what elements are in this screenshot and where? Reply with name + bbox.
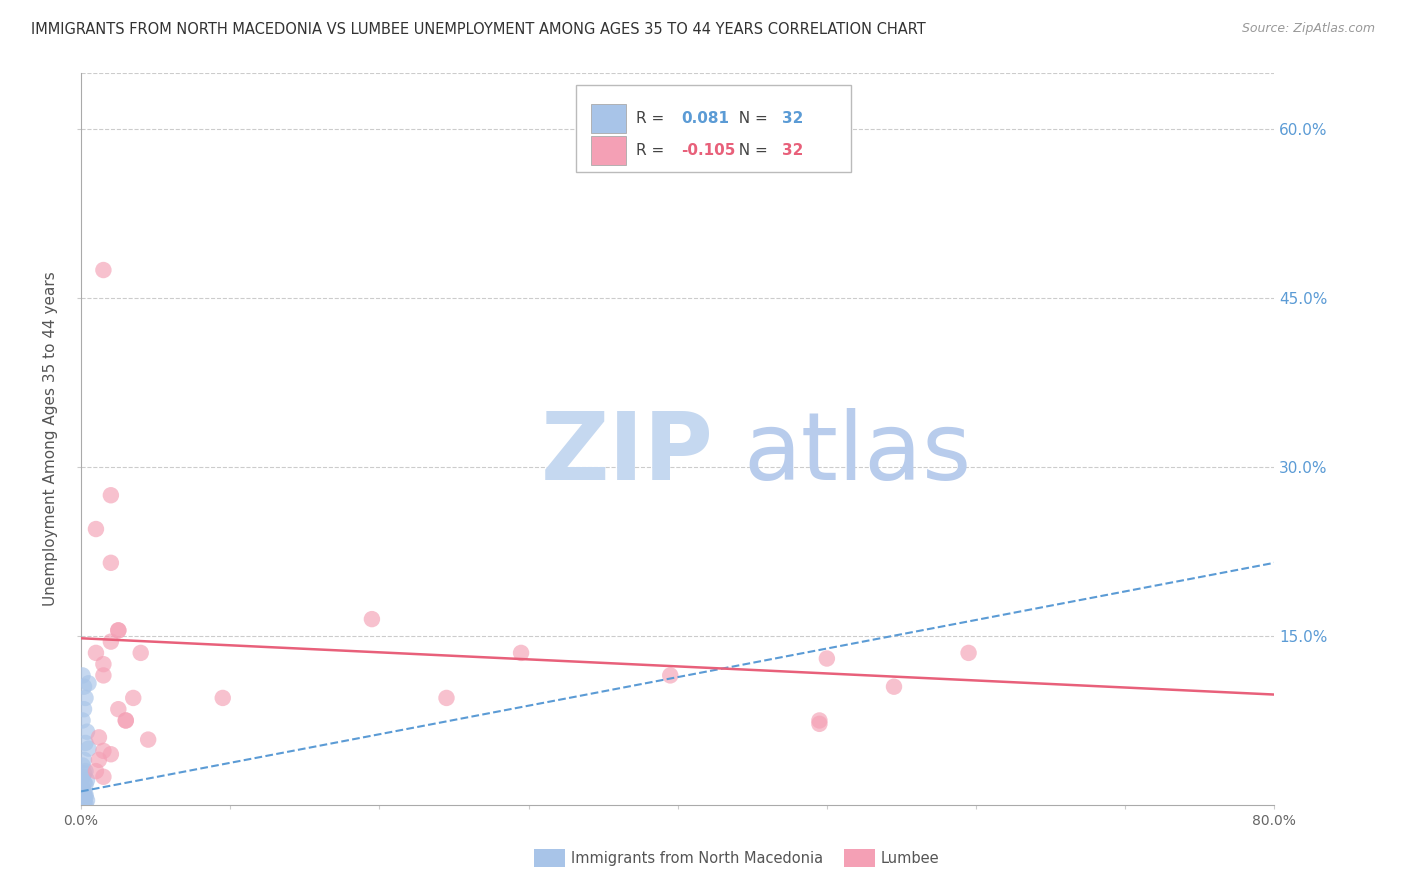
Point	[808, 716, 831, 731]
Point	[93, 744, 115, 758]
Text: 32: 32	[782, 111, 803, 126]
Text: Lumbee: Lumbee	[880, 851, 939, 865]
Point	[122, 690, 145, 705]
Point	[114, 714, 136, 728]
Point	[136, 732, 159, 747]
Point	[73, 766, 96, 780]
Point	[72, 791, 94, 805]
Point	[84, 764, 107, 778]
Point	[808, 714, 831, 728]
Point	[211, 690, 233, 705]
Point	[73, 775, 96, 789]
Point	[77, 676, 100, 690]
FancyBboxPatch shape	[591, 136, 627, 165]
Point	[815, 651, 838, 665]
Point	[883, 680, 905, 694]
Point	[129, 646, 152, 660]
Text: R =: R =	[636, 143, 669, 158]
Point	[72, 795, 94, 809]
Point	[73, 797, 96, 811]
Point	[84, 522, 107, 536]
Point	[72, 780, 94, 795]
Point	[73, 680, 96, 694]
Point	[72, 789, 94, 803]
Point	[73, 784, 96, 798]
Point	[436, 690, 458, 705]
Point	[73, 787, 96, 801]
Point	[84, 646, 107, 660]
Text: ZIP: ZIP	[540, 408, 713, 500]
Point	[72, 758, 94, 772]
Point	[76, 724, 98, 739]
Point	[75, 764, 97, 778]
Point	[87, 731, 110, 745]
Point	[100, 634, 122, 648]
Text: N =: N =	[730, 111, 773, 126]
Point	[72, 770, 94, 784]
Text: N =: N =	[730, 143, 773, 158]
Text: Immigrants from North Macedonia: Immigrants from North Macedonia	[571, 851, 823, 865]
Point	[75, 778, 97, 792]
Point	[659, 668, 682, 682]
Point	[73, 792, 96, 806]
Text: R =: R =	[636, 111, 669, 126]
Point	[100, 556, 122, 570]
Point	[107, 624, 129, 638]
Point	[87, 753, 110, 767]
Point	[75, 690, 97, 705]
Text: atlas: atlas	[744, 408, 972, 500]
Point	[76, 773, 98, 788]
Point	[77, 741, 100, 756]
Point	[100, 747, 122, 762]
Point	[107, 702, 129, 716]
Point	[72, 668, 94, 682]
FancyBboxPatch shape	[591, 103, 627, 133]
Point	[73, 790, 96, 805]
Text: 32: 32	[782, 143, 803, 158]
Y-axis label: Unemployment Among Ages 35 to 44 years: Unemployment Among Ages 35 to 44 years	[44, 271, 58, 607]
Point	[114, 714, 136, 728]
Point	[73, 796, 96, 810]
Point	[510, 646, 533, 660]
Point	[72, 787, 94, 801]
Point	[72, 714, 94, 728]
Point	[100, 488, 122, 502]
Point	[93, 668, 115, 682]
Point	[75, 790, 97, 805]
Point	[75, 736, 97, 750]
Text: Source: ZipAtlas.com: Source: ZipAtlas.com	[1241, 22, 1375, 36]
Point	[93, 770, 115, 784]
Point	[93, 263, 115, 277]
Point	[107, 624, 129, 638]
FancyBboxPatch shape	[576, 86, 851, 172]
Point	[957, 646, 980, 660]
Point	[75, 797, 97, 811]
Text: IMMIGRANTS FROM NORTH MACEDONIA VS LUMBEE UNEMPLOYMENT AMONG AGES 35 TO 44 YEARS: IMMIGRANTS FROM NORTH MACEDONIA VS LUMBE…	[31, 22, 925, 37]
Point	[75, 788, 97, 802]
Point	[76, 793, 98, 807]
Text: 0.081: 0.081	[682, 111, 730, 126]
Point	[73, 753, 96, 767]
Point	[93, 657, 115, 672]
Point	[361, 612, 384, 626]
Text: -0.105: -0.105	[682, 143, 735, 158]
Point	[73, 702, 96, 716]
